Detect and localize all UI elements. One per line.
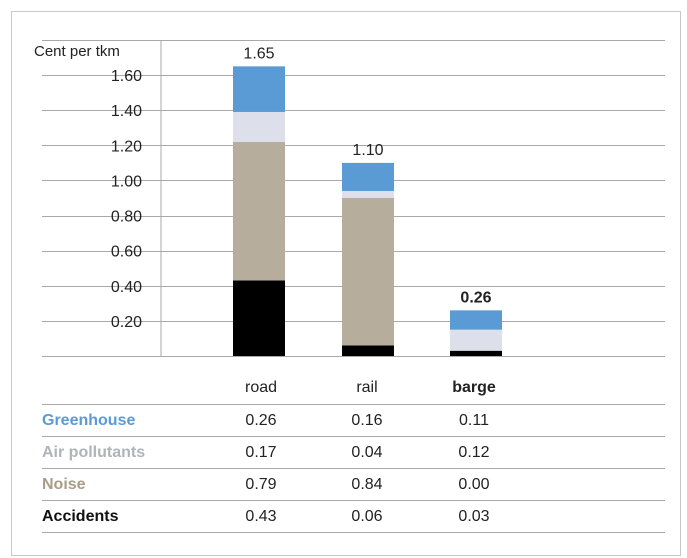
row-label-air-pollutants: Air pollutants (42, 443, 146, 461)
bar-segment-rail-accidents (342, 345, 394, 356)
y-tick-label: 0.60 (111, 244, 142, 261)
cell: 0.26 (245, 411, 277, 429)
bar-segment-rail-air-pollutants (342, 190, 394, 198)
bar-total-labels: 1.65 1.10 0.26 (243, 45, 491, 306)
bar-segment-rail-greenhouse (342, 162, 394, 191)
cell: 0.06 (351, 507, 383, 525)
bar-segment-road-accidents (233, 280, 285, 356)
table-header-row: road rail barge (42, 372, 665, 405)
table-header-rail: rail (356, 379, 378, 396)
stacked-bar-chart: Cent per tkm 0.20 0.40 0.60 0.80 1.00 1.20 1.4… (34, 40, 665, 357)
y-tick-label: 1.20 (111, 138, 142, 155)
bar-total-road: 1.65 (243, 45, 274, 62)
y-tick-label: 0.80 (111, 209, 142, 226)
row-label-accidents: Accidents (42, 507, 119, 525)
table-row-noise: Noise 0.79 0.84 0.00 (42, 469, 665, 501)
cell: 0.17 (245, 443, 277, 461)
y-tick-labels: 0.20 0.40 0.60 0.80 1.00 1.20 1.40 1.60 (111, 68, 142, 331)
data-table: road rail barge Greenhouse 0.26 0.16 0.1… (42, 372, 665, 533)
cell: 0.00 (458, 475, 490, 493)
cell: 0.12 (458, 443, 490, 461)
bars (233, 66, 502, 356)
cell: 0.84 (351, 475, 383, 493)
table-header-road: road (244, 379, 278, 396)
bar-total-barge: 0.26 (460, 289, 491, 306)
y-tick-label: 1.40 (111, 103, 142, 120)
cell: 0.16 (351, 411, 383, 429)
bar-segment-barge-greenhouse (450, 310, 502, 330)
bar-segment-rail-noise (342, 198, 394, 346)
row-label-greenhouse: Greenhouse (42, 411, 136, 429)
y-tick-label: 1.60 (111, 68, 142, 85)
chart-frame (11, 11, 681, 556)
bar-segment-road-noise (233, 141, 285, 281)
cell: 0.04 (351, 443, 383, 461)
cell: 0.43 (245, 507, 277, 525)
gridlines (42, 40, 665, 357)
table-row-accidents: Accidents 0.43 0.06 0.03 (42, 501, 665, 533)
y-tick-label: 0.40 (111, 279, 142, 296)
table-row-greenhouse: Greenhouse 0.26 0.16 0.11 (42, 405, 665, 437)
table-header-barge: barge (452, 379, 496, 396)
table-row-air-pollutants: Air pollutants 0.17 0.04 0.12 (42, 437, 665, 469)
bar-segment-road-greenhouse (233, 66, 285, 112)
bar-total-rail: 1.10 (352, 142, 383, 159)
bar-segment-road-air-pollutants (233, 111, 285, 142)
cell: 0.03 (458, 507, 490, 525)
cell: 0.79 (245, 475, 277, 493)
y-tick-label: 0.20 (111, 314, 142, 331)
y-axis-label: Cent per tkm (34, 43, 120, 60)
bar-segment-barge-accidents (450, 350, 502, 356)
cell: 0.11 (459, 411, 489, 429)
row-label-noise: Noise (42, 475, 86, 493)
y-tick-label: 1.00 (111, 173, 142, 190)
bar-segment-barge-air-pollutants (450, 329, 502, 351)
